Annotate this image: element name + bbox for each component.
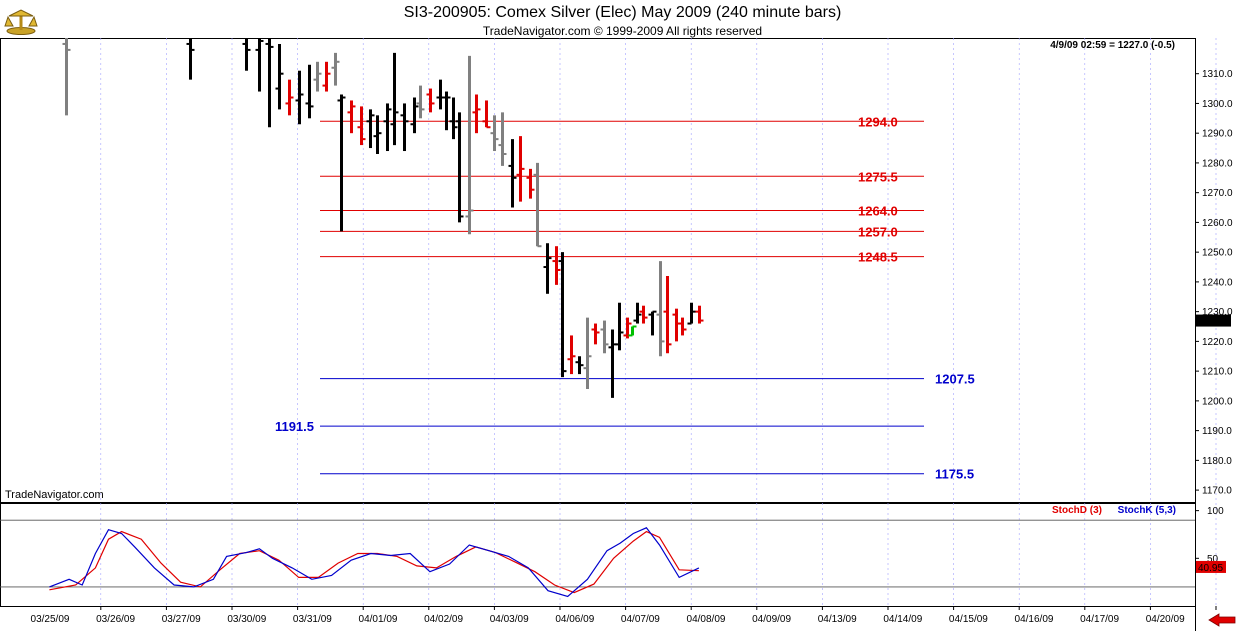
- y-tick-label: 1260.0: [1202, 218, 1233, 229]
- y-tick-label: 1230.0: [1202, 307, 1233, 318]
- series-line-stochk: [49, 527, 700, 598]
- x-tick-label: 04/03/09: [490, 614, 529, 625]
- x-tick-label: 04/09/09: [752, 614, 791, 625]
- x-tick-label: 04/20/09: [1146, 614, 1185, 625]
- y-tick-label: 1290.0: [1202, 129, 1233, 140]
- support-level-label: 1191.5: [275, 419, 314, 434]
- stoch-last-value-label: 40.95: [1198, 563, 1223, 574]
- copyright-text: TradeNavigator.com © 1999-2009 All right…: [482, 24, 763, 38]
- y-tick-label: 1240.0: [1202, 277, 1233, 288]
- x-tick-label: 03/25/09: [31, 614, 70, 625]
- legend-stochd: StochD (3): [1052, 505, 1102, 516]
- x-tick-label: 04/01/09: [359, 614, 398, 625]
- stoch-last-value-tag: [1196, 560, 1226, 573]
- y-tick-label: 1280.0: [1202, 158, 1233, 169]
- x-tick-label: 04/07/09: [621, 614, 660, 625]
- watermark-text: TradeNavigator.com: [5, 489, 104, 501]
- resistance-level-label: 1275.5: [858, 169, 898, 184]
- support-level-label: 1207.5: [935, 372, 975, 387]
- y-tick-label: 1180.0: [1202, 456, 1232, 467]
- series-line-stochd: [49, 530, 699, 594]
- tradenavigator-logo-icon: [4, 6, 38, 36]
- resistance-level-label: 1294.0: [858, 114, 898, 129]
- x-tick-label: 03/30/09: [227, 614, 266, 625]
- x-tick-label: 04/15/09: [949, 614, 988, 625]
- y-tick-label: 1250.0: [1202, 248, 1233, 259]
- stoch-y-tick-label: 50: [1207, 554, 1219, 565]
- x-tick-label: 03/26/09: [96, 614, 135, 625]
- stochastic-panel-frame: [0, 503, 1196, 607]
- y-tick-label: 1300.0: [1202, 99, 1233, 110]
- y-tick-label: 1220.0: [1202, 337, 1233, 348]
- x-tick-label: 04/16/09: [1015, 614, 1054, 625]
- y-tick-label: 1310.0: [1202, 69, 1233, 80]
- last-price-tag: [1196, 314, 1231, 327]
- price-panel-frame: [0, 38, 1196, 503]
- scroll-right-arrow-icon[interactable]: [1207, 613, 1237, 627]
- x-tick-label: 04/14/09: [883, 614, 922, 625]
- x-tick-label: 04/17/09: [1080, 614, 1119, 625]
- y-tick-label: 1200.0: [1202, 396, 1233, 407]
- quote-readout: 4/9/09 02:59 = 1227.0 (-0.5): [1050, 40, 1175, 51]
- legend-stochk: StochK (5,3): [1118, 505, 1176, 516]
- x-tick-label: 04/13/09: [818, 614, 857, 625]
- x-tick-label: 04/08/09: [687, 614, 726, 625]
- x-tick-label: 03/31/09: [293, 614, 332, 625]
- y-tick-label: 1190.0: [1202, 426, 1232, 437]
- resistance-level-label: 1257.0: [858, 224, 898, 239]
- y-tick-label: 1270.0: [1202, 188, 1233, 199]
- x-tick-label: 04/02/09: [424, 614, 463, 625]
- chart-title: SI3-200905: Comex Silver (Elec) May 2009…: [403, 4, 842, 21]
- last-price-label: 1227.0: [1198, 317, 1229, 328]
- x-tick-label: 03/27/09: [162, 614, 201, 625]
- support-level-label: 1175.5: [935, 467, 974, 482]
- x-tick-label: 04/06/09: [555, 614, 594, 625]
- resistance-level-label: 1264.0: [858, 204, 898, 219]
- stoch-y-tick-label: 100: [1207, 506, 1224, 517]
- y-tick-label: 1210.0: [1202, 367, 1233, 378]
- y-tick-label: 1170.0: [1202, 486, 1232, 497]
- resistance-level-label: 1248.5: [858, 250, 898, 265]
